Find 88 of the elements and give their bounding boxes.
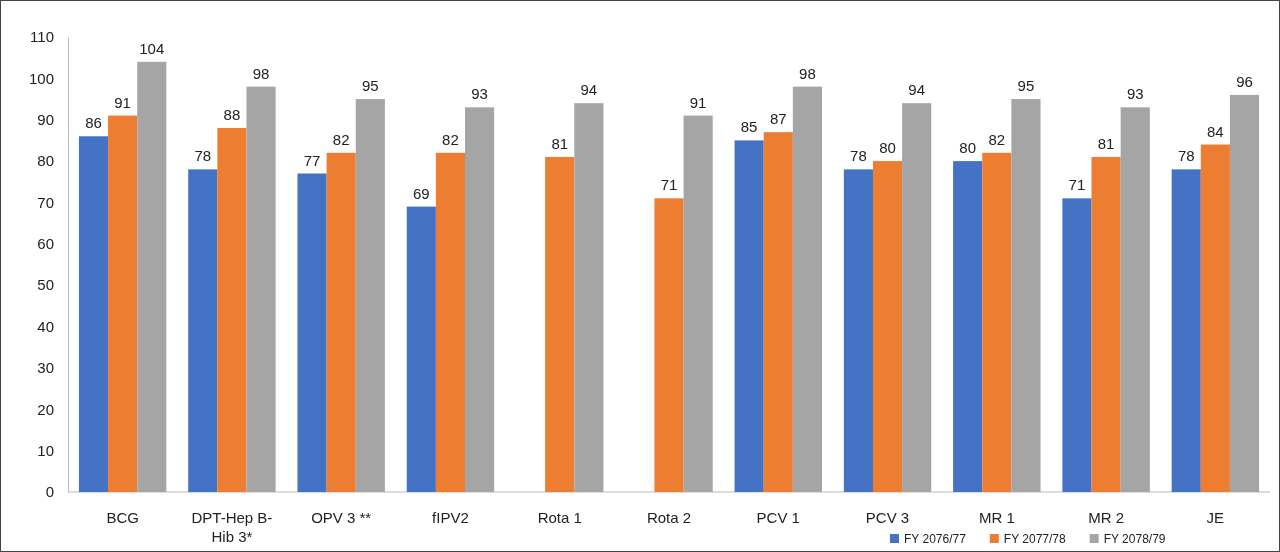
bar [953, 161, 983, 492]
legend-label: FY 2078/79 [1103, 532, 1166, 546]
data-label: 86 [85, 114, 102, 132]
bar [1091, 156, 1121, 492]
y-tick-label: 10 [37, 441, 54, 459]
y-tick-label: 30 [37, 359, 54, 377]
y-tick-label: 40 [37, 317, 54, 335]
x-tick-label: OPV 3 ** [311, 509, 372, 526]
bar [465, 107, 495, 492]
y-tick-label: 110 [30, 28, 54, 46]
bar [734, 140, 764, 492]
bar [1062, 198, 1092, 492]
data-label: 95 [361, 77, 379, 95]
data-label: 82 [442, 130, 459, 148]
data-label: 104 [139, 39, 165, 57]
data-label: 78 [1177, 147, 1195, 165]
y-tick-label: 80 [37, 152, 54, 170]
data-label: 81 [551, 134, 569, 152]
x-tick-label: PCV 1 [756, 509, 800, 526]
x-tick-label: JE [1206, 509, 1225, 526]
bar [902, 103, 932, 492]
bar [355, 99, 385, 492]
data-label: 94 [580, 81, 598, 99]
bar [843, 169, 873, 492]
x-tick-label: Rota 2 [646, 509, 692, 526]
bar [137, 61, 167, 492]
bar [763, 132, 793, 492]
bar [246, 86, 276, 492]
data-label: 98 [799, 64, 816, 82]
data-label: 93 [1126, 85, 1144, 103]
data-label: 80 [879, 139, 896, 157]
bar [188, 169, 218, 492]
data-label: 95 [1017, 77, 1035, 95]
bar [1200, 144, 1230, 492]
data-label: 96 [1236, 72, 1253, 90]
data-label: 78 [850, 147, 867, 165]
y-tick-label: 0 [45, 483, 54, 501]
data-label: 94 [908, 81, 926, 99]
y-tick-label: 100 [28, 69, 54, 87]
x-tick-label: MR 1 [978, 509, 1015, 526]
bar [982, 152, 1012, 492]
y-tick-label: 90 [37, 111, 54, 129]
data-label: 82 [988, 130, 1006, 148]
y-tick-label: 70 [37, 193, 54, 211]
bar [545, 156, 575, 492]
bar [326, 152, 356, 492]
data-label: 71 [660, 176, 678, 194]
bar [406, 206, 436, 492]
data-label: 78 [194, 147, 212, 165]
x-tick-label: MR 2 [1088, 509, 1125, 526]
bar [654, 198, 684, 492]
bar [872, 161, 903, 492]
bar [217, 128, 247, 492]
data-label: 87 [769, 110, 787, 128]
bar [792, 86, 822, 492]
x-tick-label: fIPV2 [432, 509, 469, 526]
bar [574, 103, 604, 492]
data-label: 85 [740, 118, 758, 136]
legend-label: FY 2076/77 [904, 532, 967, 546]
bar [297, 173, 327, 492]
bar [1011, 99, 1041, 492]
bar [108, 115, 138, 492]
data-label: 91 [114, 93, 131, 111]
bar [1120, 107, 1150, 492]
data-label: 93 [471, 85, 488, 103]
data-label: 88 [223, 106, 241, 123]
data-label: 81 [1097, 134, 1115, 152]
data-label: 71 [1068, 176, 1086, 194]
y-tick-label: 50 [37, 276, 54, 294]
bar [1229, 94, 1260, 492]
x-tick-label: BCG [106, 509, 139, 526]
data-label: 80 [959, 139, 977, 157]
data-label: 98 [252, 64, 270, 82]
data-label: 77 [303, 151, 321, 169]
x-tick-label: Rota 1 [537, 509, 582, 526]
x-tick-label: DPT-Hep B-Hib 3* [191, 509, 273, 545]
y-tick-label: 20 [37, 400, 54, 418]
y-tick-label: 60 [37, 235, 54, 253]
x-tick-label: PCV 3 [865, 509, 910, 526]
data-label: 84 [1207, 122, 1224, 140]
legend-label: FY 2077/78 [1003, 532, 1066, 546]
bar [78, 136, 109, 492]
data-label: 91 [689, 93, 707, 111]
data-label: 82 [332, 130, 350, 148]
bar [683, 115, 713, 492]
bar [435, 152, 466, 492]
data-label: 69 [412, 184, 430, 202]
bar [1171, 169, 1201, 492]
